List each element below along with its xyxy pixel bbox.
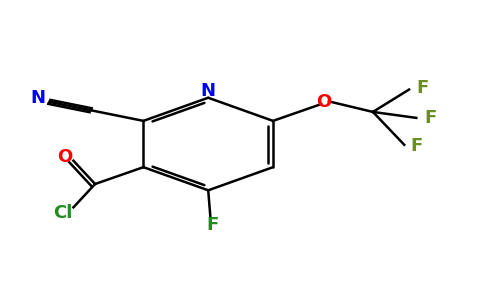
Text: N: N <box>201 82 216 100</box>
Text: F: F <box>410 137 423 155</box>
Text: F: F <box>416 79 429 97</box>
Text: O: O <box>57 148 73 166</box>
Text: O: O <box>316 93 332 111</box>
Text: F: F <box>207 216 219 234</box>
Text: Cl: Cl <box>53 204 73 222</box>
Text: F: F <box>424 109 437 127</box>
Text: N: N <box>30 89 45 107</box>
